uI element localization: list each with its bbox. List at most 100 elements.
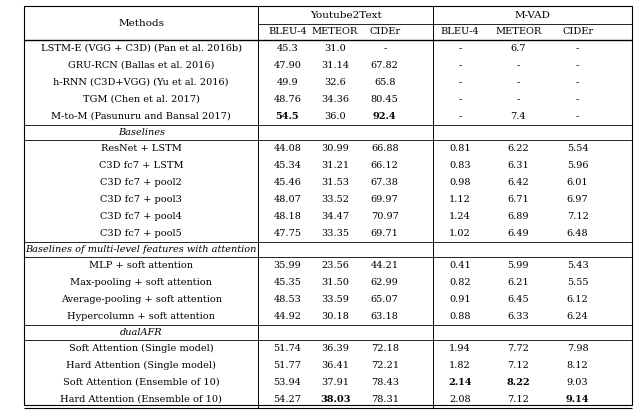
Text: 9.14: 9.14 xyxy=(566,395,589,404)
Text: 6.49: 6.49 xyxy=(508,229,529,238)
Text: 7.4: 7.4 xyxy=(511,112,526,121)
Text: -: - xyxy=(516,61,520,70)
Text: M-to-M (Pasunuru and Bansal 2017): M-to-M (Pasunuru and Bansal 2017) xyxy=(51,112,231,121)
Text: 44.08: 44.08 xyxy=(273,144,301,153)
Text: -: - xyxy=(576,78,579,87)
Text: 6.97: 6.97 xyxy=(567,195,588,204)
Text: C3D fc7 + pool5: C3D fc7 + pool5 xyxy=(100,229,182,238)
Text: 44.92: 44.92 xyxy=(273,312,301,321)
Text: 67.38: 67.38 xyxy=(371,178,399,187)
Text: 37.91: 37.91 xyxy=(321,378,349,387)
Text: 45.46: 45.46 xyxy=(273,178,301,187)
Text: 72.21: 72.21 xyxy=(371,361,399,370)
Text: 1.02: 1.02 xyxy=(449,229,470,238)
Text: 5.54: 5.54 xyxy=(567,144,588,153)
Text: METEOR: METEOR xyxy=(312,28,358,37)
Text: 34.36: 34.36 xyxy=(321,95,349,104)
Text: MLP + soft attention: MLP + soft attention xyxy=(89,261,193,270)
Text: -: - xyxy=(516,95,520,104)
Text: 45.34: 45.34 xyxy=(273,161,301,170)
Text: 5.43: 5.43 xyxy=(567,261,589,270)
Text: 6.31: 6.31 xyxy=(508,161,529,170)
Text: 51.74: 51.74 xyxy=(273,344,301,353)
Text: 78.31: 78.31 xyxy=(371,395,399,404)
Text: 34.47: 34.47 xyxy=(321,212,349,221)
Text: 33.35: 33.35 xyxy=(321,229,349,238)
Text: 6.21: 6.21 xyxy=(508,278,529,287)
Text: 54.5: 54.5 xyxy=(275,112,299,121)
Text: 47.75: 47.75 xyxy=(273,229,301,238)
Text: 36.0: 36.0 xyxy=(324,112,346,121)
Text: 5.99: 5.99 xyxy=(508,261,529,270)
Text: 65.07: 65.07 xyxy=(371,295,399,304)
Text: 0.98: 0.98 xyxy=(449,178,470,187)
Text: 6.01: 6.01 xyxy=(567,178,588,187)
Text: 47.90: 47.90 xyxy=(273,61,301,70)
Text: 6.33: 6.33 xyxy=(508,312,529,321)
Text: 36.39: 36.39 xyxy=(321,344,349,353)
Text: Soft Attention (Single model): Soft Attention (Single model) xyxy=(69,344,214,353)
Text: Max-pooling + soft attention: Max-pooling + soft attention xyxy=(70,278,212,287)
Text: 80.45: 80.45 xyxy=(371,95,399,104)
Text: 0.82: 0.82 xyxy=(449,278,470,287)
Text: ResNet + LSTM: ResNet + LSTM xyxy=(100,144,182,153)
Text: 33.59: 33.59 xyxy=(321,295,349,304)
Text: 1.24: 1.24 xyxy=(449,212,470,221)
Text: 53.94: 53.94 xyxy=(273,378,301,387)
Text: -: - xyxy=(458,61,461,70)
Text: 6.22: 6.22 xyxy=(508,144,529,153)
Text: 8.12: 8.12 xyxy=(567,361,589,370)
Text: 38.03: 38.03 xyxy=(320,395,350,404)
Text: C3D fc7 + LSTM: C3D fc7 + LSTM xyxy=(99,161,184,170)
Text: 70.97: 70.97 xyxy=(371,212,399,221)
Text: 5.55: 5.55 xyxy=(567,278,588,287)
Text: 63.18: 63.18 xyxy=(371,312,399,321)
Text: 35.99: 35.99 xyxy=(273,261,301,270)
Text: Baselines of multi-level features with attention: Baselines of multi-level features with a… xyxy=(26,245,257,254)
Text: dualAFR: dualAFR xyxy=(120,328,163,337)
Text: 2.08: 2.08 xyxy=(449,395,470,404)
Text: 6.89: 6.89 xyxy=(508,212,529,221)
Text: 6.45: 6.45 xyxy=(508,295,529,304)
Text: M-VAD: M-VAD xyxy=(515,11,551,19)
Text: 6.42: 6.42 xyxy=(508,178,529,187)
Text: METEOR: METEOR xyxy=(495,28,541,37)
Text: 31.0: 31.0 xyxy=(324,44,346,53)
Text: -: - xyxy=(576,112,579,121)
Text: 5.96: 5.96 xyxy=(567,161,588,170)
Text: 0.41: 0.41 xyxy=(449,261,470,270)
Text: 0.88: 0.88 xyxy=(449,312,470,321)
Text: 23.56: 23.56 xyxy=(321,261,349,270)
Text: 69.97: 69.97 xyxy=(371,195,399,204)
Text: Hard Attention (Single model): Hard Attention (Single model) xyxy=(67,361,216,370)
Text: 36.41: 36.41 xyxy=(321,361,349,370)
Text: -: - xyxy=(516,78,520,87)
Text: -: - xyxy=(458,44,461,53)
Text: 48.76: 48.76 xyxy=(273,95,301,104)
Text: 7.72: 7.72 xyxy=(508,344,529,353)
Text: 0.91: 0.91 xyxy=(449,295,470,304)
Text: 7.12: 7.12 xyxy=(508,361,529,370)
Text: 30.18: 30.18 xyxy=(321,312,349,321)
Text: 54.27: 54.27 xyxy=(273,395,301,404)
Text: 69.71: 69.71 xyxy=(371,229,399,238)
Text: 7.98: 7.98 xyxy=(567,344,588,353)
Text: 48.18: 48.18 xyxy=(273,212,301,221)
Text: 30.99: 30.99 xyxy=(321,144,349,153)
Text: C3D fc7 + pool2: C3D fc7 + pool2 xyxy=(100,178,182,187)
Text: 78.43: 78.43 xyxy=(371,378,399,387)
Text: GRU-RCN (Ballas et al. 2016): GRU-RCN (Ballas et al. 2016) xyxy=(68,61,214,70)
Text: 0.83: 0.83 xyxy=(449,161,470,170)
Text: -: - xyxy=(458,112,461,121)
Text: 6.48: 6.48 xyxy=(567,229,588,238)
Text: 8.22: 8.22 xyxy=(506,378,530,387)
Text: LSTM-E (VGG + C3D) (Pan et al. 2016b): LSTM-E (VGG + C3D) (Pan et al. 2016b) xyxy=(41,44,242,53)
Text: Hypercolumn + soft attention: Hypercolumn + soft attention xyxy=(67,312,215,321)
Text: 31.50: 31.50 xyxy=(321,278,349,287)
Text: Average-pooling + soft attention: Average-pooling + soft attention xyxy=(61,295,221,304)
Text: C3D fc7 + pool3: C3D fc7 + pool3 xyxy=(100,195,182,204)
Text: 33.52: 33.52 xyxy=(321,195,349,204)
Text: 6.24: 6.24 xyxy=(567,312,589,321)
Text: BLEU-4: BLEU-4 xyxy=(440,28,479,37)
Text: 92.4: 92.4 xyxy=(373,112,397,121)
